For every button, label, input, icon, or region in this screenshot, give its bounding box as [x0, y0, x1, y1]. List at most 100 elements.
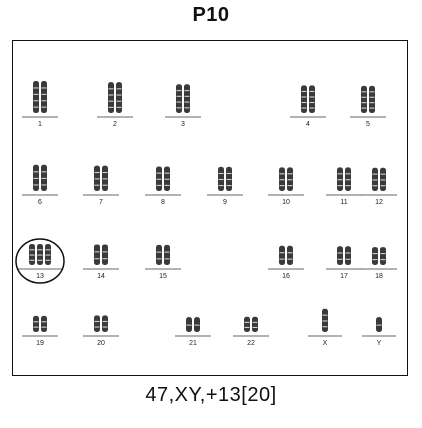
- chromosome-band: [102, 184, 108, 186]
- chromosome-15-copy-2: [164, 244, 170, 265]
- chromosome-label: 3: [181, 121, 185, 128]
- chromosome-band: [279, 258, 285, 260]
- chromosome-group-7: 7: [83, 165, 119, 206]
- chromosome-group-11: 11: [326, 167, 362, 206]
- chromosome-band: [287, 252, 293, 254]
- chromosome-band: [279, 185, 285, 187]
- chromosome-band: [345, 252, 351, 254]
- chromosome-group-16: 16: [268, 245, 304, 280]
- chromosome-label: X: [323, 340, 328, 347]
- chromosome-band: [372, 173, 378, 175]
- chromosome-band: [322, 326, 328, 328]
- chromosome-3-copy-2: [184, 84, 190, 113]
- chromosome-band: [252, 321, 258, 323]
- chromosome-band: [156, 178, 162, 180]
- chromosome-band: [102, 258, 108, 260]
- chromosome-1-copy-1: [33, 81, 39, 113]
- chromosome-20-copy-1: [94, 315, 100, 332]
- chromosome-group-6: 6: [22, 164, 58, 206]
- chromosome-band: [372, 185, 378, 187]
- trisomy-highlight-circle: [15, 238, 65, 284]
- chromosome-label: 18: [375, 273, 383, 280]
- chromosome-band: [279, 179, 285, 181]
- chromosome-band: [309, 96, 315, 98]
- chromosome-label: 15: [159, 273, 167, 280]
- chromosome-band: [33, 100, 39, 102]
- chromosome-band: [244, 326, 250, 329]
- chromosome-14-copy-2: [102, 244, 108, 265]
- chromosome-22-copy-1: [244, 316, 250, 332]
- chromosome-band: [108, 94, 114, 96]
- chromosome-band: [41, 321, 47, 323]
- chromosome-group-17: 17: [326, 246, 362, 280]
- chromosome-band: [380, 253, 386, 255]
- chromosome-band: [184, 90, 190, 92]
- chromosome-band: [361, 107, 367, 109]
- chromosome-band: [380, 185, 386, 187]
- chromosome-band: [345, 185, 351, 187]
- chromosome-band: [226, 184, 232, 187]
- chromosome-band: [322, 314, 328, 316]
- chromosome-band: [94, 320, 100, 323]
- chromosome-band: [301, 101, 307, 104]
- chromosome-band: [176, 101, 182, 103]
- chromosome-band: [156, 184, 162, 186]
- chromosome-label: 21: [189, 340, 197, 347]
- chromosome-label: 19: [36, 340, 44, 347]
- chromosome-band: [116, 106, 122, 108]
- chromosome-15-copy-1: [156, 244, 162, 265]
- chromosome-band: [94, 184, 100, 186]
- chromosome-3-copy-1: [176, 84, 182, 113]
- chromosome-band: [301, 107, 307, 109]
- chromosome-band: [337, 252, 343, 254]
- chromosome-band: [345, 258, 351, 260]
- chromosome-2-copy-2: [116, 82, 122, 113]
- chromosome-band: [369, 91, 375, 93]
- chromosome-label: 20: [97, 340, 105, 347]
- chromosome-5-copy-2: [369, 85, 375, 113]
- chromosome-band: [380, 259, 386, 261]
- chromosome-band: [164, 251, 170, 253]
- chromosome-band: [94, 171, 100, 174]
- chromosome-band: [41, 177, 47, 179]
- chromosome-16-copy-1: [279, 245, 285, 265]
- chromosome-band: [33, 93, 39, 95]
- karyotype-formula: 47,XY,+13[20]: [145, 384, 277, 406]
- chromosome-group-13: 13: [15, 238, 65, 284]
- chromosome-band: [33, 171, 39, 173]
- chromosome-band: [345, 179, 351, 181]
- chromosome-band: [94, 326, 100, 328]
- chromosome-2-copy-1: [108, 82, 114, 113]
- chromosome-16-copy-2: [287, 245, 293, 265]
- chromosome-band: [41, 100, 47, 102]
- chromosome-band: [337, 173, 343, 175]
- chromosome-band: [33, 326, 39, 328]
- chromosome-band: [194, 324, 200, 326]
- chromosome-band: [244, 321, 250, 323]
- chromosome-band: [29, 249, 35, 251]
- chromosome-band: [176, 90, 182, 92]
- chromosome-9-copy-2: [226, 166, 232, 191]
- chromosome-band: [369, 96, 375, 98]
- chromosome-label: 14: [97, 273, 105, 280]
- chromosome-band: [156, 251, 162, 253]
- chromosome-band: [108, 100, 114, 102]
- chromosome-group-X: X: [308, 308, 342, 347]
- chromosome-band: [45, 249, 51, 251]
- chromosome-band: [309, 101, 315, 104]
- chromosome-band: [41, 93, 47, 95]
- chromosome-band: [369, 102, 375, 104]
- chromosome-band: [108, 88, 114, 90]
- chromosome-17-copy-1: [337, 246, 343, 265]
- chromosome-5-copy-1: [361, 85, 367, 113]
- chromosome-label: 8: [161, 199, 165, 206]
- chromosome-band: [116, 88, 122, 90]
- chromosome-band: [33, 106, 39, 108]
- chromosome-band: [287, 258, 293, 260]
- chromosome-band: [337, 185, 343, 187]
- chromosome-1-copy-2: [41, 81, 47, 113]
- chromosome-band: [184, 107, 190, 109]
- chromosome-band: [156, 172, 162, 174]
- chromosome-band: [33, 184, 39, 186]
- chromosome-band: [218, 178, 224, 181]
